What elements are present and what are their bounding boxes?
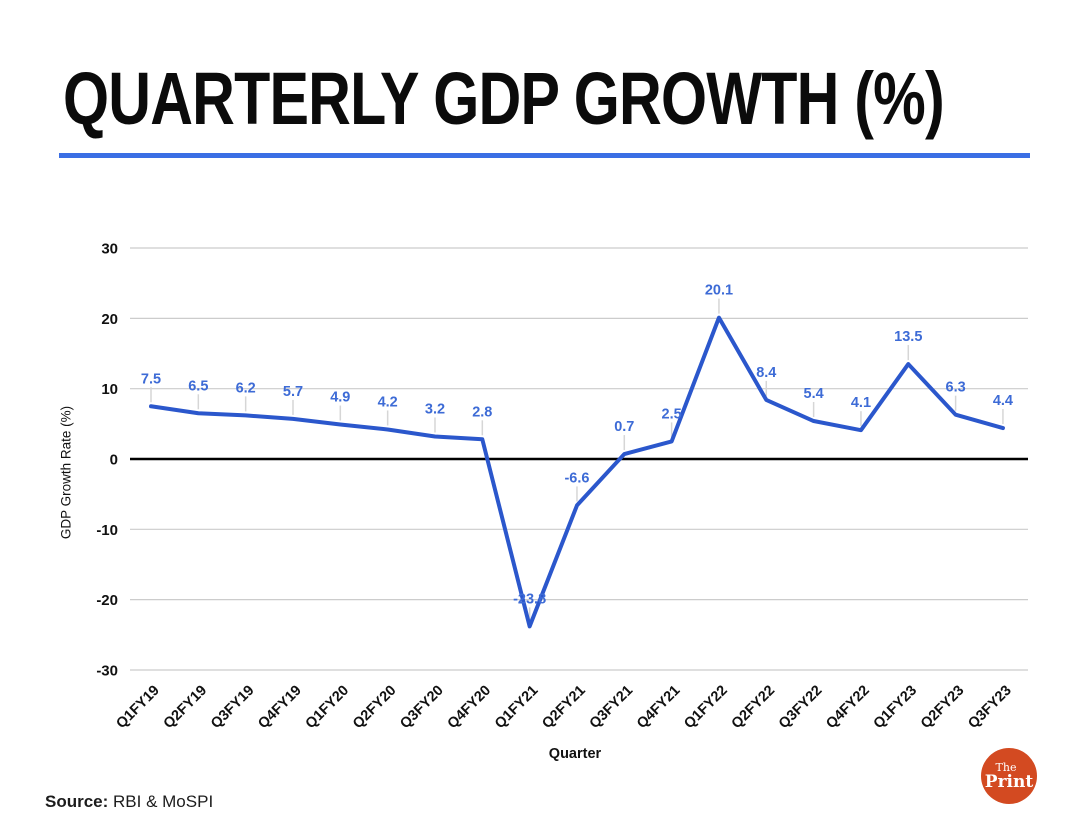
- data-label: 5.4: [804, 386, 824, 402]
- x-tick-label: Q3FY22: [776, 683, 825, 732]
- y-axis-title: GDP Growth Rate (%): [58, 405, 74, 540]
- data-label: 6.3: [946, 380, 966, 396]
- x-axis-title: Quarter: [548, 746, 602, 762]
- data-label: 2.5: [662, 406, 682, 422]
- x-tick-label: Q4FY19: [255, 683, 304, 732]
- x-tick-label: Q4FY21: [634, 683, 683, 732]
- x-tick-label: Q2FY21: [539, 683, 588, 732]
- y-tick-label: 10: [101, 381, 118, 398]
- x-tick-label: Q2FY19: [161, 683, 210, 732]
- data-label: 20.1: [705, 283, 733, 299]
- x-tick-label: Q4FY22: [823, 683, 872, 732]
- x-tick-label: Q3FY19: [208, 683, 257, 732]
- gdp-series-line: [149, 315, 1005, 629]
- x-tick-label: Q1FY23: [871, 683, 920, 732]
- data-label: 7.5: [141, 371, 161, 387]
- data-label: 4.4: [993, 393, 1013, 409]
- theprint-logo: The Print: [981, 748, 1037, 804]
- source-line: Source: RBI & MoSPI: [45, 792, 213, 812]
- data-label: 6.2: [236, 380, 256, 396]
- data-label: 5.7: [283, 384, 303, 400]
- data-label: 4.2: [378, 394, 398, 410]
- x-tick-label: Q3FY21: [587, 683, 636, 732]
- data-label: 2.8: [472, 404, 492, 420]
- data-label: 4.1: [851, 395, 871, 411]
- logo-line1: The: [995, 760, 1017, 774]
- x-tick-label: Q3FY23: [965, 683, 1014, 732]
- logo-line2: Print: [984, 771, 1034, 792]
- x-tick-label: Q1FY19: [113, 683, 162, 732]
- data-label: 3.2: [425, 401, 445, 417]
- data-label: -6.6: [564, 470, 589, 486]
- y-tick-label: 20: [101, 311, 118, 328]
- y-tick-label: -20: [96, 592, 118, 609]
- x-tick-label: Q4FY20: [445, 683, 494, 732]
- x-tick-label: Q1FY21: [492, 683, 541, 732]
- data-label: 0.7: [614, 419, 634, 435]
- data-label: 6.5: [188, 378, 208, 394]
- title-underline-rule: [59, 153, 1030, 158]
- y-tick-label: 0: [110, 452, 118, 469]
- data-label: 13.5: [894, 329, 922, 345]
- chart-title: QUARTERLY GDP GROWTH (%): [63, 57, 945, 140]
- data-label: -23.8: [513, 591, 546, 607]
- x-tick-label: Q2FY20: [350, 683, 399, 732]
- source-label: Source:: [45, 792, 109, 811]
- x-tick-label: Q1FY22: [681, 683, 730, 732]
- source-text: RBI & MoSPI: [108, 792, 214, 811]
- y-tick-label: 30: [101, 241, 118, 258]
- data-label: 4.9: [330, 390, 350, 406]
- y-tick-label: -30: [96, 662, 118, 679]
- data-label: 8.4: [756, 365, 776, 381]
- x-tick-label: Q3FY20: [397, 683, 446, 732]
- y-tick-label: -10: [96, 522, 118, 539]
- x-tick-label: Q2FY22: [729, 683, 778, 732]
- x-tick-label: Q1FY20: [303, 683, 352, 732]
- x-tick-label: Q2FY23: [918, 683, 967, 732]
